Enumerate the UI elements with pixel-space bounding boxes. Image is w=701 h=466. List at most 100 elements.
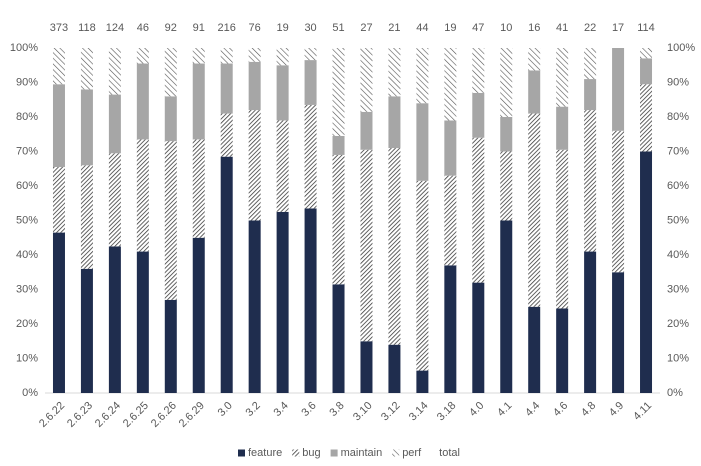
x-tick-label: 4.6 [551,400,570,419]
bar-segment [472,282,485,393]
bar-segment [136,48,149,64]
total-label: 19 [444,22,456,34]
bar-segment [528,70,541,114]
total-label: 41 [556,22,568,34]
total-label: 118 [78,22,96,34]
y-tick-label: 100% [10,42,38,54]
bar-segment [80,89,93,166]
bar-segment [136,139,149,252]
total-label: 19 [276,22,288,34]
x-tick-label: 3.0 [216,400,235,419]
legend-marker [292,449,300,457]
bar-segment [640,84,653,152]
y2-tick-label: 50% [667,214,689,226]
bar-segment [444,175,457,266]
y2-tick-label: 40% [667,249,689,261]
legend-marker [392,449,400,457]
bar-segment [136,63,149,140]
bar-segment [220,113,233,157]
total-label: 92 [165,22,177,34]
total-label: 373 [50,22,68,34]
bar-segment [556,48,569,107]
bar-segment [192,139,205,238]
total-label: 124 [106,22,124,34]
bar-segment [276,65,289,121]
bar-segment [416,103,429,181]
total-label: 44 [416,22,428,34]
x-tick-label: 3.12 [379,400,403,424]
bar-segment [556,149,569,309]
bar-segment [276,211,289,393]
bar-segment [612,48,625,131]
total-label: 76 [249,22,261,34]
bar-segment [360,341,373,393]
bar-segment [500,151,513,221]
total-label: 47 [472,22,484,34]
x-tick-label: 2.6.26 [149,400,179,430]
bar-segment [304,208,317,393]
legend-marker [330,449,338,457]
bar-segment [52,84,65,168]
bar-segment [80,165,93,269]
y-tick-label: 0% [22,387,38,399]
bar-segment [528,113,541,307]
bar-segment [276,120,289,212]
total-label: 46 [137,22,149,34]
y2-tick-label: 70% [667,145,689,157]
bar-segment [304,48,317,61]
y-tick-label: 90% [16,76,38,88]
y2-tick-label: 30% [667,283,689,295]
y2-tick-label: 0% [667,387,683,399]
bar-segment [388,96,401,149]
bar-segment [360,48,373,112]
x-tick-label: 2.6.22 [37,400,67,430]
bar-segment [304,104,317,209]
bar-segment [80,48,93,90]
y-tick-label: 80% [16,111,38,123]
bar-segment [332,135,345,155]
bar-segment [528,48,541,71]
bar-segment [584,251,597,393]
bar-segment [108,94,121,154]
bar-segment [556,308,569,393]
y2-tick-label: 20% [667,318,689,330]
y-tick-label: 30% [16,283,38,295]
bar-segment [248,48,261,62]
total-label: 91 [193,22,205,34]
y-tick-label: 50% [16,214,38,226]
bar-segment [500,220,513,393]
bar-segment [164,299,177,393]
x-tick-label: 4.8 [579,400,598,419]
bar-segment [584,110,597,252]
bar-segment [248,61,261,111]
total-label: 216 [218,22,236,34]
bar-segment [360,111,373,150]
total-label: 114 [637,22,655,34]
x-tick-label: 3.14 [407,400,431,424]
bar-segment [108,246,121,393]
y-tick-label: 20% [16,318,38,330]
bar-segment [220,63,233,114]
bar-segment [416,370,429,393]
bar-segment [444,265,457,393]
y-tick-label: 70% [16,145,38,157]
bar-segment [472,137,485,283]
bar-segment [52,232,65,393]
bar-segment [220,48,233,64]
bar-segment [640,151,653,393]
bar-segment [192,237,205,393]
bar-segment [584,79,597,111]
bar-segment [108,153,121,247]
bar-segment [136,251,149,393]
bar-segment [640,58,653,85]
x-tick-label: 2.6.29 [177,400,207,430]
bar-segment [472,92,485,138]
y2-tick-label: 80% [667,111,689,123]
x-tick-label: 4.11 [631,400,654,423]
y2-tick-label: 10% [667,352,689,364]
bar-segment [640,48,653,59]
bar-segment [80,268,93,393]
total-label: 21 [388,22,400,34]
bar-segment [612,272,625,393]
